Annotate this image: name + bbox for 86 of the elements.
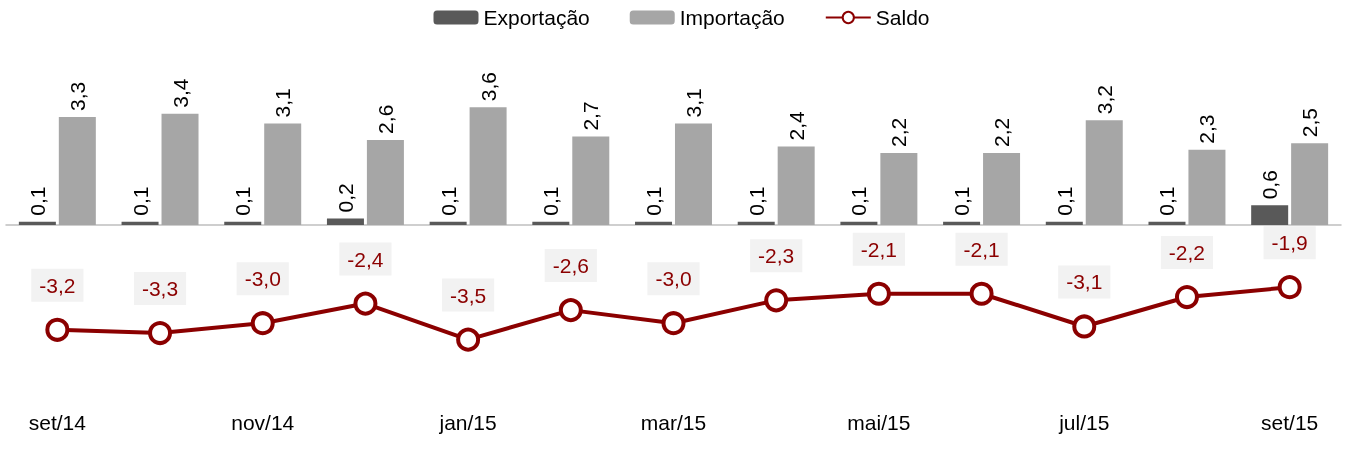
data-label: 0,2 [333, 183, 357, 213]
data-label: 0,1 [25, 186, 49, 216]
bar [1085, 120, 1123, 225]
data-label: -3,3 [141, 277, 179, 301]
point [558, 298, 583, 323]
legend-label: Exportação [483, 6, 590, 29]
data-label: -3,5 [450, 283, 487, 307]
x-tick-label: set/14 [28, 411, 87, 434]
bar [635, 221, 673, 225]
data-label: 0,1 [642, 186, 666, 216]
data-label: 0,1 [539, 186, 563, 216]
x-tick-label: set/15 [1261, 411, 1319, 434]
bar [674, 123, 712, 225]
bar [1188, 149, 1226, 225]
data-label: 2,3 [1195, 114, 1219, 144]
bar [58, 116, 96, 225]
data-label: 0,1 [1052, 186, 1076, 216]
data-label: 3,4 [168, 78, 192, 108]
bar [943, 221, 981, 225]
bar [1148, 221, 1186, 225]
bar [840, 221, 878, 225]
legend-label: Saldo [875, 6, 930, 29]
data-label: -2,6 [552, 254, 589, 278]
bar [469, 107, 507, 225]
bar [264, 123, 302, 225]
data-label: 2,7 [579, 101, 603, 131]
point [661, 311, 686, 336]
data-label: -3,0 [655, 267, 692, 291]
data-label: -3,1 [1066, 270, 1103, 294]
bar [1045, 221, 1083, 225]
data-label: 0,1 [847, 186, 871, 216]
x-tick-label: nov/14 [231, 411, 295, 434]
x-tick-label: mai/15 [847, 411, 911, 434]
data-label: 2,5 [1298, 107, 1322, 138]
x-tick-label: mar/15 [640, 411, 707, 434]
bar [983, 152, 1021, 225]
data-label: 2,2 [990, 117, 1014, 147]
bar [572, 136, 610, 225]
data-label: -3,0 [244, 267, 281, 291]
data-label: -3,2 [39, 273, 76, 297]
data-label: -2,4 [347, 247, 384, 271]
data-label: -1,9 [1271, 231, 1308, 255]
point [969, 281, 994, 306]
data-label: -2,3 [758, 244, 795, 268]
data-label: 2,4 [784, 110, 808, 141]
data-label: 3,6 [476, 71, 500, 102]
point [1174, 285, 1199, 310]
legend-label: Importação [679, 6, 785, 29]
point [1277, 275, 1302, 300]
x-tick-label: jan/15 [438, 411, 497, 434]
bar [429, 221, 467, 225]
point [45, 317, 70, 342]
data-label: 2,2 [887, 117, 911, 147]
bar [326, 218, 364, 225]
data-label: 3,2 [1092, 85, 1116, 115]
data-label: 3,1 [681, 88, 705, 118]
bar [737, 221, 775, 225]
data-label: -2,1 [860, 237, 897, 261]
point [148, 321, 173, 346]
data-label: 0,1 [231, 186, 255, 216]
x-tick-label: jul/15 [1058, 411, 1110, 434]
data-label: 2,6 [373, 104, 397, 134]
bar [777, 146, 815, 225]
bar [880, 152, 918, 225]
data-label: -2,1 [963, 237, 1000, 261]
bar [161, 113, 199, 225]
point [250, 311, 275, 336]
bar [224, 221, 262, 225]
data-label: 0,1 [128, 186, 152, 216]
point [866, 281, 891, 306]
point [764, 288, 789, 313]
bar [532, 221, 570, 225]
bar [366, 139, 404, 225]
data-label: -2,2 [1168, 241, 1206, 265]
data-label: 0,1 [1155, 186, 1179, 216]
data-label: 0,6 [1258, 170, 1282, 200]
data-label: 0,1 [950, 186, 974, 216]
bar [121, 221, 159, 225]
point [353, 291, 378, 316]
point [456, 327, 481, 352]
data-label: 3,1 [271, 88, 295, 118]
data-label: 0,1 [744, 186, 768, 216]
point [1072, 314, 1097, 339]
data-label: 3,3 [65, 81, 89, 111]
bar [18, 221, 56, 225]
data-label: 0,1 [436, 186, 460, 216]
